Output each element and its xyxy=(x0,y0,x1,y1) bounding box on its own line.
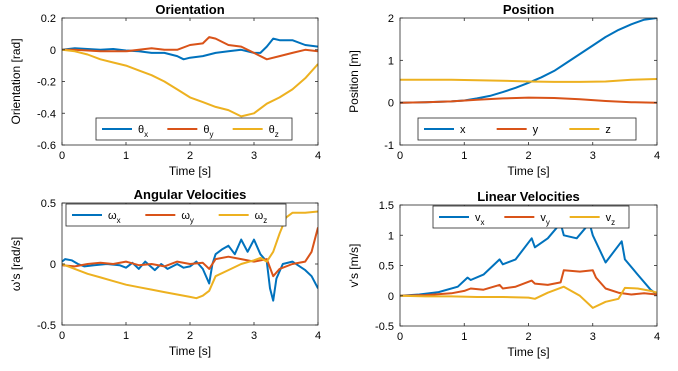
x-tick-label: 0 xyxy=(59,150,65,162)
legend-entry-ωz: ωz xyxy=(255,210,268,225)
x-axis-label: Time [s] xyxy=(507,345,549,359)
legend-entry-y: y xyxy=(533,124,539,136)
x-tick-label: 4 xyxy=(315,150,321,162)
orientation-panel: 0 1 2 3 4 -0.6 -0.4 -0.2 0 0.2 Orientation Time [s]… xyxy=(9,2,321,178)
legend-entry-vz: vz xyxy=(606,212,616,227)
legend-entry-ωx: ωx xyxy=(108,210,121,225)
series-line-θy xyxy=(62,36,318,61)
y-tick-label: -0.5 xyxy=(375,321,394,333)
legend-entry-θz: θz xyxy=(269,124,279,139)
y-tick-label: 1 xyxy=(388,230,394,242)
y-tick-label: 0.5 xyxy=(379,261,394,273)
y-tick-label: 0 xyxy=(50,259,56,271)
chart-title: Orientation xyxy=(155,2,224,17)
x-tick-label: 3 xyxy=(590,331,596,343)
x-tick-label: 4 xyxy=(654,331,660,343)
x-tick-label: 4 xyxy=(654,150,660,162)
legend: ωx ωy ωz xyxy=(65,203,287,227)
x-axis-label: Time [s] xyxy=(169,344,211,358)
legend-entry-ωy: ωy xyxy=(181,210,194,225)
legend: x y z xyxy=(417,117,637,141)
y-tick-label: 1.5 xyxy=(379,200,394,212)
legend: vx vy vz xyxy=(432,205,630,229)
y-tick-label: 0 xyxy=(388,98,394,110)
y-tick-label: -0.5 xyxy=(37,320,56,332)
legend-box xyxy=(65,203,287,227)
x-tick-label: 2 xyxy=(525,150,531,162)
x-tick-label: 3 xyxy=(590,150,596,162)
x-tick-label: 1 xyxy=(461,331,467,343)
legend-entry-z: z xyxy=(605,124,611,136)
x-tick-label: 0 xyxy=(397,150,403,162)
y-axis-label: ω's [rad/s] xyxy=(9,237,23,291)
y-tick-label: -0.4 xyxy=(37,108,56,120)
y-tick-label: -0.2 xyxy=(37,77,56,89)
y-tick-label: 2 xyxy=(388,13,394,25)
x-tick-label: 3 xyxy=(251,330,257,342)
legend-box xyxy=(417,117,637,141)
x-tick-label: 1 xyxy=(123,330,129,342)
series-line-θx xyxy=(62,37,318,61)
series-line-ωz xyxy=(62,210,318,300)
legend-entry-θx: θx xyxy=(138,124,148,139)
legend: θx θy θz xyxy=(95,117,293,141)
x-tick-label: 2 xyxy=(187,330,193,342)
x-tick-label: 4 xyxy=(315,330,321,342)
series-line-vx xyxy=(400,222,657,297)
y-tick-label: 1 xyxy=(388,55,394,67)
chart-title: Linear Velocities xyxy=(477,189,580,204)
series-line-θz xyxy=(62,48,318,118)
legend-entry-vy: vy xyxy=(540,212,550,227)
legend-entry-θy: θy xyxy=(203,124,213,139)
x-tick-label: 0 xyxy=(397,331,403,343)
y-tick-label: 0 xyxy=(50,45,56,57)
series-line-z xyxy=(400,78,657,83)
x-tick-label: 3 xyxy=(251,150,257,162)
y-tick-label: -0.6 xyxy=(37,140,56,152)
legend-entry-vx: vx xyxy=(475,212,485,227)
x-tick-label: 2 xyxy=(187,150,193,162)
y-tick-label: 0 xyxy=(388,291,394,303)
series-line-ωy xyxy=(62,227,318,278)
x-tick-label: 1 xyxy=(123,150,129,162)
series-line-vz xyxy=(400,285,657,309)
chart-title: Position xyxy=(503,2,554,17)
y-axis-label: v's [m/s] xyxy=(347,244,361,288)
y-tick-label: 0.2 xyxy=(41,13,56,25)
x-tick-label: 1 xyxy=(461,150,467,162)
x-tick-label: 0 xyxy=(59,330,65,342)
x-tick-label: 2 xyxy=(525,331,531,343)
y-axis-label: Orientation [rad] xyxy=(9,38,23,124)
chart-title: Angular Velocities xyxy=(134,187,247,202)
x-axis-label: Time [s] xyxy=(507,164,549,178)
y-tick-label: 0.5 xyxy=(41,198,56,210)
series-line-y xyxy=(400,96,657,104)
y-axis-label: Position [m] xyxy=(347,50,361,113)
legend-entry-x: x xyxy=(460,124,466,136)
series-line-vy xyxy=(400,269,657,297)
y-tick-label: -1 xyxy=(384,140,394,152)
x-axis-label: Time [s] xyxy=(169,164,211,178)
